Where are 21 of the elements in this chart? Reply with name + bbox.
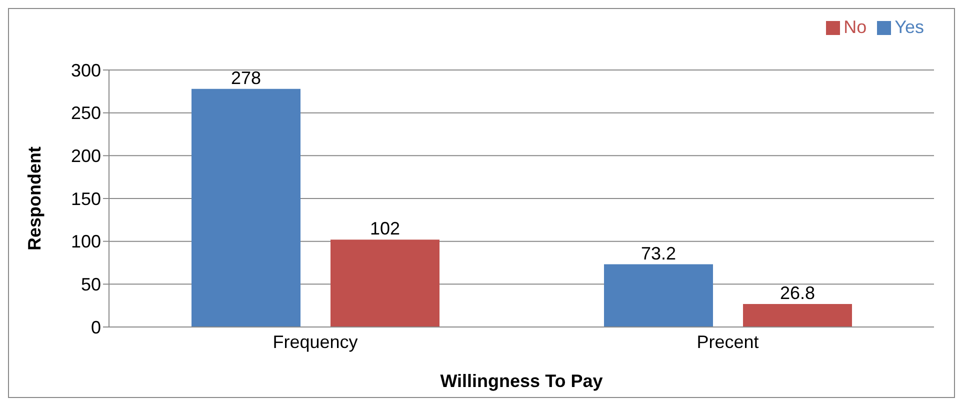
data-label: 26.8: [780, 283, 816, 304]
y-tick-label: 150: [70, 188, 101, 209]
bar: [330, 240, 440, 327]
y-tick-label: 250: [70, 103, 101, 124]
bar: [604, 264, 713, 327]
x-tick-label: Precent: [696, 332, 759, 352]
y-tick-label: 100: [70, 232, 101, 252]
legend-label: No: [844, 17, 867, 37]
y-axis-title: Respondent: [24, 146, 44, 251]
data-label: 278: [230, 68, 262, 88]
x-tick-label: Frequency: [272, 332, 358, 352]
data-label: 102: [370, 218, 400, 239]
bar: [743, 304, 852, 327]
legend-label: Yes: [894, 17, 924, 37]
bar: [192, 88, 300, 327]
y-tick-label: 200: [70, 146, 101, 166]
y-tick-label: 300: [70, 60, 101, 80]
x-axis-title: Willingness To Pay: [440, 371, 603, 391]
y-tick-label: 50: [80, 274, 101, 295]
data-label: 73.2: [640, 243, 676, 264]
y-tick-label: 0: [90, 317, 101, 338]
